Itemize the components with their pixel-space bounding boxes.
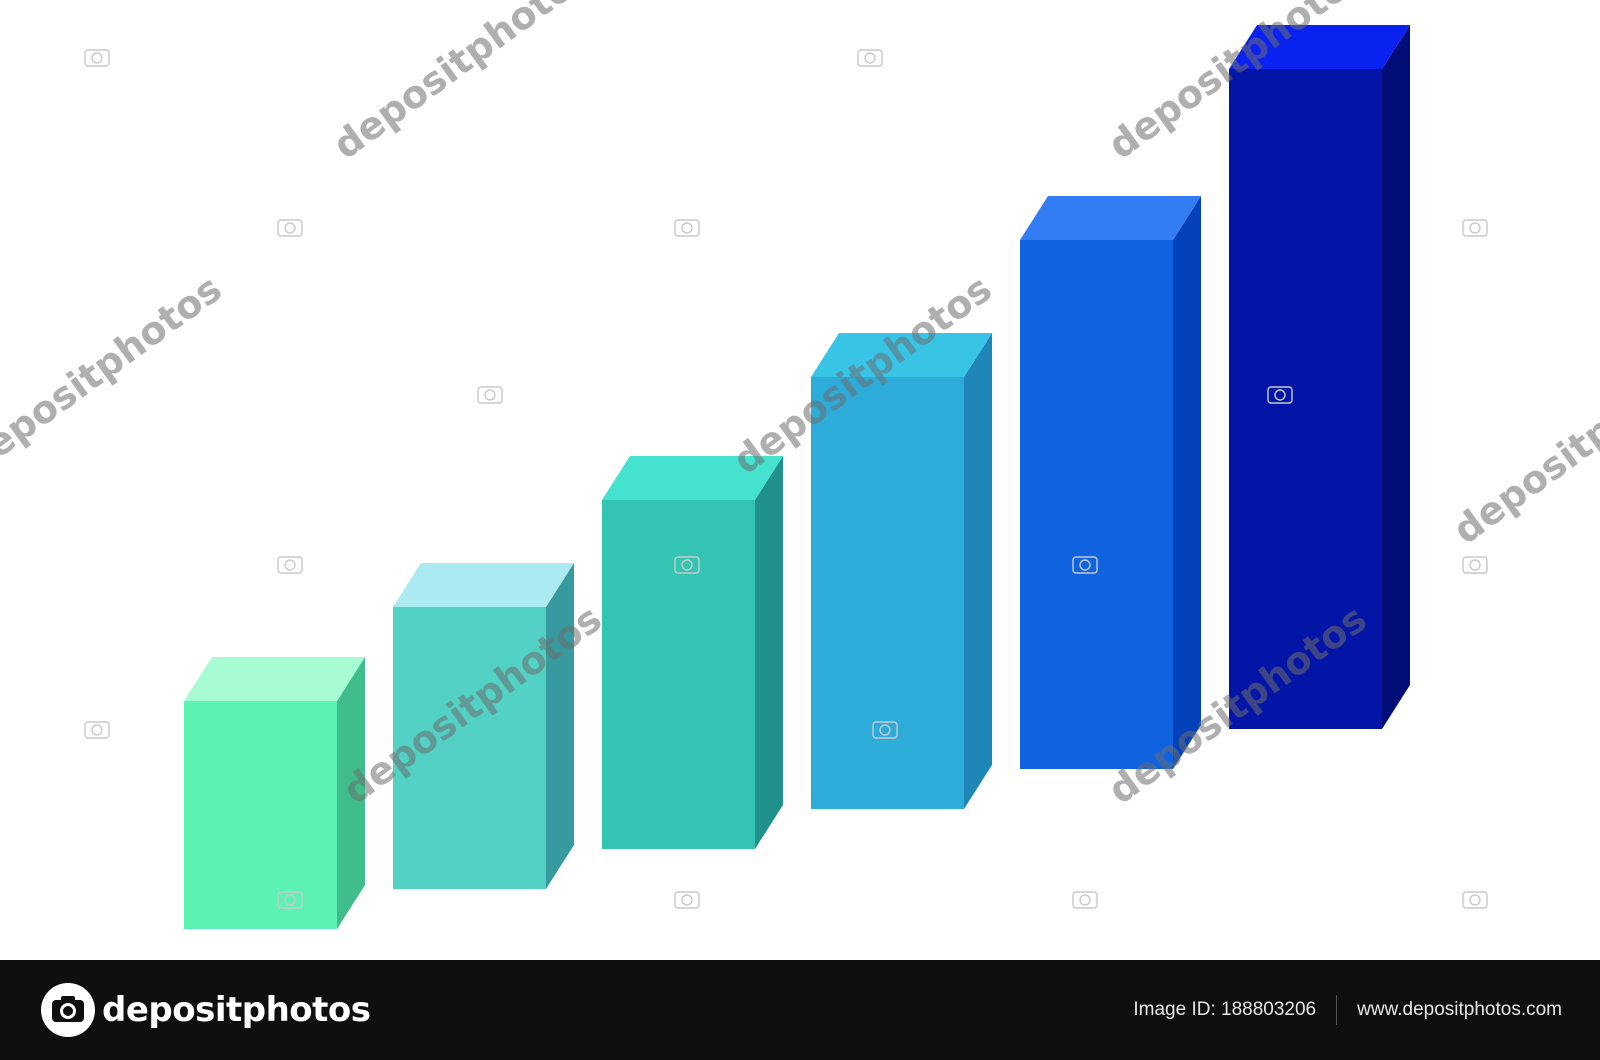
- site-link[interactable]: www.depositphotos.com: [1357, 999, 1562, 1020]
- bar-4-top: [811, 333, 992, 377]
- bar-3-front: [602, 500, 755, 849]
- watermark-text: depositphotos: [1445, 336, 1600, 552]
- bar-4-side: [964, 333, 992, 809]
- camera-icon: [1462, 891, 1488, 909]
- camera-icon: [277, 891, 303, 909]
- camera-icon: [277, 219, 303, 237]
- bar-3-top: [602, 456, 783, 500]
- bar-6-side: [1382, 25, 1410, 729]
- camera-icon: [1072, 891, 1098, 909]
- camera-icon: [477, 386, 503, 404]
- bar-5-side: [1173, 196, 1201, 769]
- bar-1: [184, 657, 365, 929]
- bar-6: [1229, 25, 1410, 729]
- camera-icon: [674, 891, 700, 909]
- brand-name: depositphotos: [102, 990, 371, 1030]
- chart-area: depositphotos depositphotos depositphotos d…: [0, 0, 1600, 929]
- camera-icon: [1462, 556, 1488, 574]
- camera-icon: [674, 219, 700, 237]
- bar-2-top: [393, 563, 574, 607]
- watermark-text: depositphotos: [0, 266, 230, 482]
- bar-4: [811, 333, 992, 809]
- bar-3: [602, 456, 783, 849]
- camera-icon: [1267, 386, 1293, 404]
- camera-logo-icon: [41, 983, 95, 1037]
- stock-footer-bar: depositphotos Image ID: 188803206 www.de…: [0, 960, 1600, 1060]
- bar-5-top: [1020, 196, 1201, 240]
- camera-icon: [872, 721, 898, 739]
- camera-icon: [1462, 219, 1488, 237]
- meta-divider: [1336, 995, 1338, 1025]
- camera-icon: [84, 721, 110, 739]
- brand-logo[interactable]: depositphotos: [40, 982, 371, 1038]
- bar-4-front: [811, 377, 964, 809]
- bar-5: [1020, 196, 1201, 769]
- bar-2-front: [393, 607, 546, 889]
- bar-1-top: [184, 657, 365, 701]
- camera-icon: [1072, 556, 1098, 574]
- watermark-text: depositphotos: [325, 0, 600, 168]
- camera-icon: [674, 556, 700, 574]
- image-id-label: Image ID: 188803206: [1133, 999, 1317, 1020]
- bar-6-front: [1229, 69, 1382, 729]
- bar-2: [393, 563, 574, 889]
- bar-1-side: [337, 657, 365, 929]
- bar-1-front: [184, 701, 337, 929]
- bar-3-side: [755, 456, 783, 849]
- bar-5-front: [1020, 240, 1173, 769]
- camera-icon: [84, 49, 110, 67]
- bar-2-side: [546, 563, 574, 889]
- image-meta: Image ID: 188803206 www.depositphotos.co…: [1133, 960, 1562, 1060]
- camera-icon: [277, 556, 303, 574]
- camera-icon: [857, 49, 883, 67]
- bar-6-top: [1229, 25, 1410, 69]
